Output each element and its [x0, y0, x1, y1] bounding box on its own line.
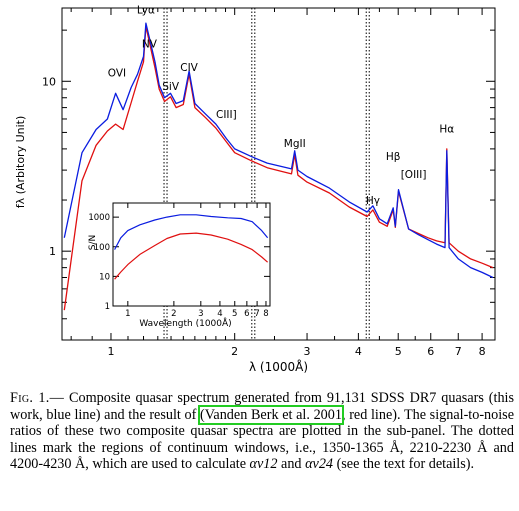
x-tick-label: 5: [395, 345, 402, 358]
x-tick-label: 4: [355, 345, 362, 358]
snr-subpanel: 1 2 3 4 5 6 7 8 1 10 100 1000 Wavelength (1000Å) S/N: [88, 202, 271, 329]
sub-x-tick-label: 8: [263, 309, 268, 319]
x-tick-label: 6: [427, 345, 434, 358]
emission-line-label: NV: [142, 39, 158, 51]
main-plot-frame: [61, 7, 496, 341]
caption-and: and: [277, 456, 306, 473]
sub-series-vanden-berk-line: [114, 232, 268, 280]
sub-x-tick-label: 1: [125, 309, 130, 319]
sub-x-axis-label: Wavelength (1000Å): [139, 317, 231, 329]
emission-line-label: Hγ: [366, 195, 380, 207]
y-tick-label: 1: [49, 245, 56, 258]
y-axis-label: fλ (Arbitory Unit): [14, 116, 27, 209]
citation-link[interactable]: (Vanden Berk et al. 2001: [198, 404, 344, 425]
emission-line-label: OVI: [108, 67, 126, 79]
sub-series-this-work-line: [114, 214, 269, 250]
caption-figure-number: Fig. 1.—: [10, 390, 65, 406]
emission-line-label: MgII: [284, 138, 306, 150]
emission-line-label: Hα: [439, 123, 454, 135]
emission-line-label: CIII]: [216, 109, 237, 121]
sub-y-axis-label: S/N: [88, 235, 98, 250]
caption-text-3: (see the text for details).: [333, 456, 475, 473]
sub-x-tick-label: 5: [232, 309, 237, 319]
x-tick-label: 8: [479, 345, 486, 358]
sub-y-tick-label: 10: [99, 272, 110, 282]
y-tick-label: 10: [42, 75, 56, 88]
x-tick-label: 1: [107, 345, 114, 358]
alpha-nu24: αν24: [305, 456, 334, 473]
sub-x-tick-label: 2: [171, 309, 176, 319]
x-tick-label: 7: [455, 345, 462, 358]
caption-text-2: , red line). The signal-to-noise ratios …: [10, 406, 514, 473]
emission-line-label: CIV: [180, 62, 198, 74]
series-this-work-line: [63, 22, 494, 279]
sub-x-tick-label: 4: [217, 309, 222, 319]
emission-line-label: Lyα: [137, 5, 155, 17]
figure-caption: Fig. 1.— Composite quasar spectrum gener…: [10, 390, 514, 473]
sub-y-tick-label: 1: [105, 302, 110, 312]
x-tick-label: 2: [231, 345, 238, 358]
sub-x-tick-label: 7: [254, 309, 259, 319]
x-axis-label: λ (1000Å): [249, 359, 308, 374]
sub-y-tick-label: 100: [94, 243, 110, 253]
alpha-nu12: αν12: [249, 456, 278, 473]
emission-line-label: SiV: [162, 81, 180, 93]
emission-line-label: [OIII]: [401, 169, 427, 181]
caption-text-1: Composite quasar spectrum generated from…: [10, 390, 514, 423]
x-tick-label: 3: [304, 345, 311, 358]
emission-line-label: Hβ: [386, 151, 401, 163]
sub-x-tick-label: 6: [244, 309, 249, 319]
subpanel-frame: [112, 202, 271, 307]
sub-x-tick-label: 3: [198, 309, 203, 319]
sub-y-tick-label: 1000: [88, 213, 110, 223]
